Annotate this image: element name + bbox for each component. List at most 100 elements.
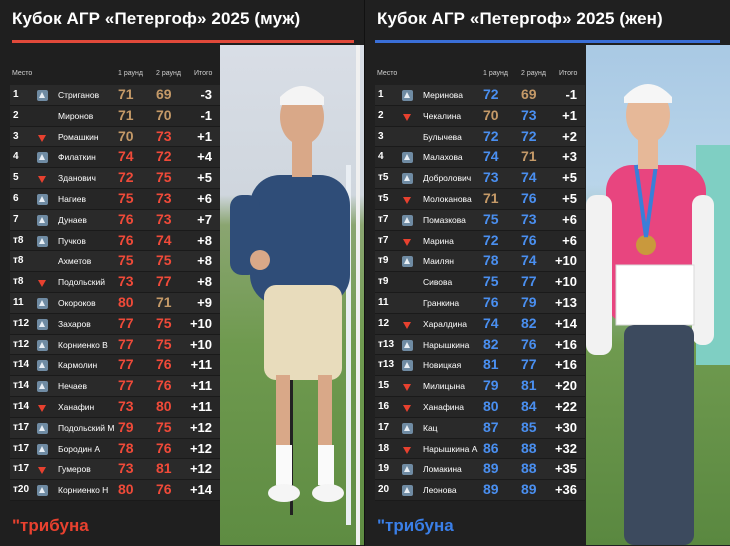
- round2-score: 75: [156, 314, 172, 331]
- header-round2: 2 раунд: [521, 70, 546, 77]
- round1-score: 75: [118, 189, 134, 206]
- table-row: т14 Нечаев 77 76 +11: [10, 376, 220, 397]
- round2-score: 69: [521, 86, 537, 102]
- player-name: Меринова: [423, 90, 463, 100]
- header-total: Итого: [194, 70, 213, 77]
- player-name: Сивова: [423, 277, 453, 288]
- men-rows: 1 Стриганов 71 69 -3 2 Миронов 71 70 -1 3 Ромашкин 7…: [10, 85, 220, 501]
- player-name: Маилян: [423, 256, 454, 267]
- total-score: +2: [562, 128, 577, 144]
- table-row: т13 Нарышкина 82 76 +16: [375, 334, 585, 356]
- total-score: +1: [197, 128, 212, 144]
- total-score: +30: [554, 419, 577, 435]
- round2-score: 76: [521, 189, 537, 206]
- trend-down-icon: [37, 173, 48, 184]
- round2-score: 76: [521, 231, 537, 248]
- place-cell: 11: [13, 296, 24, 308]
- round1-score: 82: [483, 335, 499, 352]
- player-name: Нечаев: [58, 381, 87, 392]
- place-cell: 20: [378, 484, 390, 496]
- player-name: Малахова: [423, 152, 463, 163]
- player-name: Добролович: [423, 173, 472, 184]
- trend-up-icon: [402, 256, 413, 268]
- place-cell: т8: [13, 255, 24, 267]
- total-score: -1: [200, 107, 212, 123]
- trend-up-icon: [37, 193, 48, 205]
- trend-up-icon: [37, 485, 48, 497]
- round1-score: 77: [118, 335, 134, 352]
- trend-up-icon: [402, 464, 413, 476]
- player-name: Кармолин: [58, 360, 98, 371]
- player-name: Кац: [423, 422, 438, 433]
- total-score: +10: [189, 315, 212, 331]
- table-row: т12 Корниенко В 77 75 +10: [10, 334, 220, 356]
- player-name: Ломакина: [423, 464, 462, 475]
- player-name: Дунаев: [58, 214, 87, 225]
- round1-score: 77: [118, 377, 134, 394]
- place-cell: 3: [378, 130, 384, 142]
- total-score: +22: [554, 398, 577, 414]
- place-cell: 18: [378, 442, 390, 454]
- player-name: Пучков: [58, 235, 86, 246]
- total-score: +14: [189, 482, 212, 498]
- header-place: Место: [12, 70, 33, 77]
- round1-score: 76: [483, 293, 499, 310]
- round1-score: 87: [483, 418, 499, 435]
- trend-up-icon: [37, 360, 48, 372]
- table-row: 15 Милицына 79 81 +20: [375, 376, 585, 397]
- round2-score: 74: [156, 231, 172, 248]
- total-score: +11: [190, 357, 212, 373]
- total-score: +5: [562, 170, 577, 186]
- round1-score: 74: [118, 148, 134, 165]
- table-row: т8 Подольский 73 77 +8: [10, 272, 220, 293]
- place-cell: 6: [13, 192, 19, 204]
- round2-score: 75: [156, 418, 172, 435]
- trend-down-icon: [402, 319, 413, 330]
- total-score: +6: [197, 190, 212, 206]
- total-score: +16: [554, 336, 577, 352]
- women-winner-photo: [586, 45, 730, 545]
- round2-score: 89: [521, 481, 537, 498]
- player-name: Помазкова: [423, 214, 466, 225]
- round1-score: 72: [483, 86, 499, 102]
- round1-score: 80: [118, 293, 134, 310]
- player-name: Нарышкина А: [423, 443, 478, 454]
- place-cell: т5: [378, 172, 389, 184]
- trend-up-icon: [37, 235, 48, 247]
- player-name: Подольский: [58, 277, 106, 288]
- round1-score: 74: [483, 148, 499, 165]
- round2-score: 79: [521, 293, 537, 310]
- total-score: +3: [562, 149, 577, 165]
- place-cell: 4: [13, 151, 19, 163]
- round1-score: 74: [483, 314, 499, 331]
- round1-score: 79: [118, 418, 134, 435]
- total-score: -3: [200, 87, 212, 102]
- place-cell: т8: [13, 234, 24, 246]
- round1-score: 73: [118, 273, 134, 290]
- round2-score: 71: [156, 293, 172, 310]
- player-name: Ромашкин: [58, 131, 99, 142]
- trend-up-icon: [402, 360, 413, 372]
- round1-score: 71: [483, 189, 499, 206]
- player-name: Гранкина: [423, 297, 460, 308]
- table-row: 7 Дунаев 76 73 +7: [10, 209, 220, 231]
- trend-down-icon: [402, 236, 413, 247]
- round2-score: 76: [156, 481, 172, 498]
- player-name: Подольский М: [58, 422, 115, 433]
- trend-up-icon: [37, 90, 48, 101]
- total-score: +1: [562, 107, 577, 123]
- trend-down-icon: [37, 464, 48, 475]
- place-cell: т14: [13, 359, 30, 371]
- trend-down-icon: [402, 194, 413, 205]
- total-score: +16: [554, 357, 577, 373]
- table-row: 4 Филаткин 74 72 +4: [10, 147, 220, 169]
- total-score: +10: [554, 253, 577, 269]
- table-row: 11 Окороков 80 71 +9: [10, 292, 220, 314]
- player-name: Булычева: [423, 131, 462, 142]
- trend-up-icon: [402, 90, 413, 101]
- round1-score: 75: [118, 252, 134, 269]
- table-row: 2 Чекалина 70 73 +1: [375, 105, 585, 127]
- player-name: Харалдина: [423, 318, 467, 329]
- total-score: +8: [197, 253, 212, 269]
- place-cell: т13: [378, 338, 395, 350]
